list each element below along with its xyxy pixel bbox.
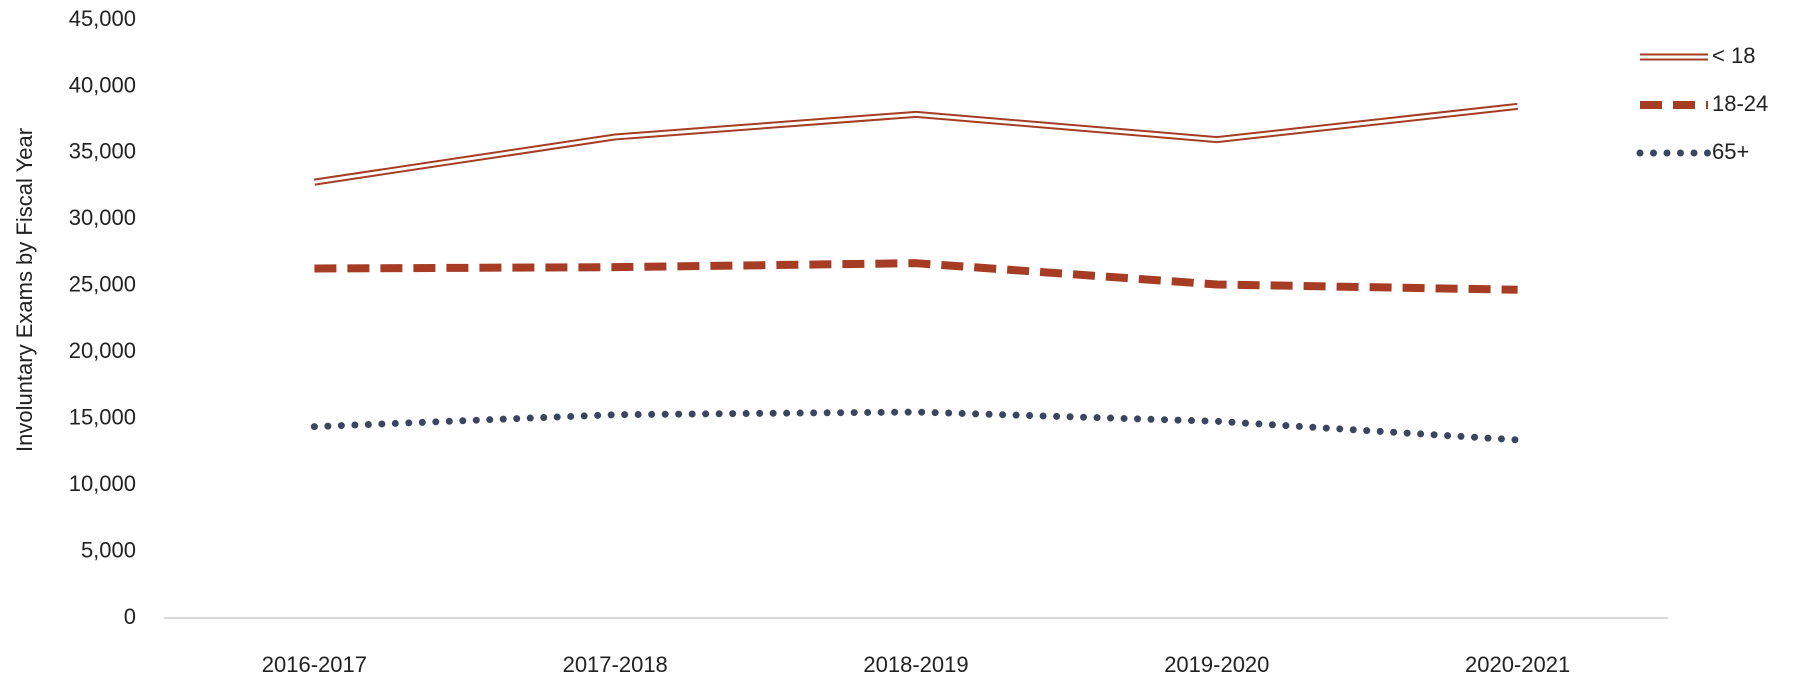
legend-label: 18-24	[1712, 91, 1768, 116]
legend-label: 65+	[1712, 139, 1749, 164]
y-axis-label: Involuntary Exams by Fiscal Year	[12, 128, 37, 452]
series-line	[313, 102, 1518, 186]
x-tick-label: 2018-2019	[863, 652, 968, 677]
y-tick-label: 30,000	[69, 205, 136, 230]
y-tick-label: 5,000	[81, 537, 136, 562]
y-tick-label: 25,000	[69, 272, 136, 297]
y-tick-label: 0	[124, 604, 136, 629]
y-tick-label: 15,000	[69, 404, 136, 429]
series-line-inner	[314, 104, 1518, 184]
series-line	[310, 408, 1522, 444]
y-tick-label: 10,000	[69, 471, 136, 496]
x-tick-label: 2017-2018	[563, 652, 668, 677]
legend-label: < 18	[1712, 43, 1755, 68]
y-tick-label: 40,000	[69, 72, 136, 97]
y-tick-label: 20,000	[69, 338, 136, 363]
x-tick-label: 2020-2021	[1465, 652, 1570, 677]
y-tick-label: 35,000	[69, 139, 136, 164]
x-tick-label: 2016-2017	[262, 652, 367, 677]
x-tick-label: 2019-2020	[1164, 652, 1269, 677]
series-line	[314, 259, 1518, 294]
y-tick-label: 45,000	[69, 6, 136, 31]
